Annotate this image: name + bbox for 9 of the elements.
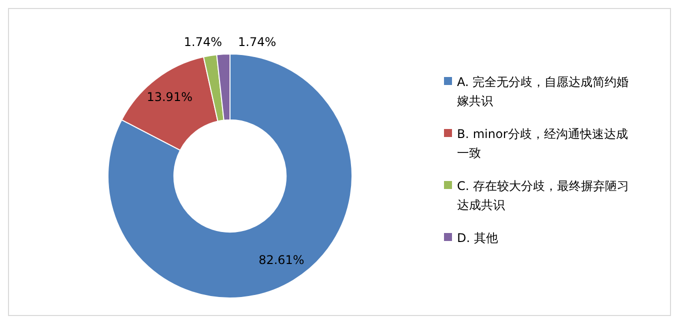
data-label: 1.74% xyxy=(184,35,222,49)
legend-label: D. 其他 xyxy=(457,231,498,245)
legend-label: A. 完全无分歧，自愿达成简约婚嫁共识 xyxy=(457,75,629,108)
data-label: 82.61% xyxy=(258,252,304,267)
donut-slice xyxy=(108,54,352,298)
legend-label: C. 存在较大分歧，最终摒弃陋习达成共识 xyxy=(457,179,630,212)
data-label: 1.74% xyxy=(238,35,276,49)
legend-label: B. minor分歧，经沟通快速达成一致 xyxy=(457,127,628,160)
data-label: 13.91% xyxy=(146,90,192,104)
